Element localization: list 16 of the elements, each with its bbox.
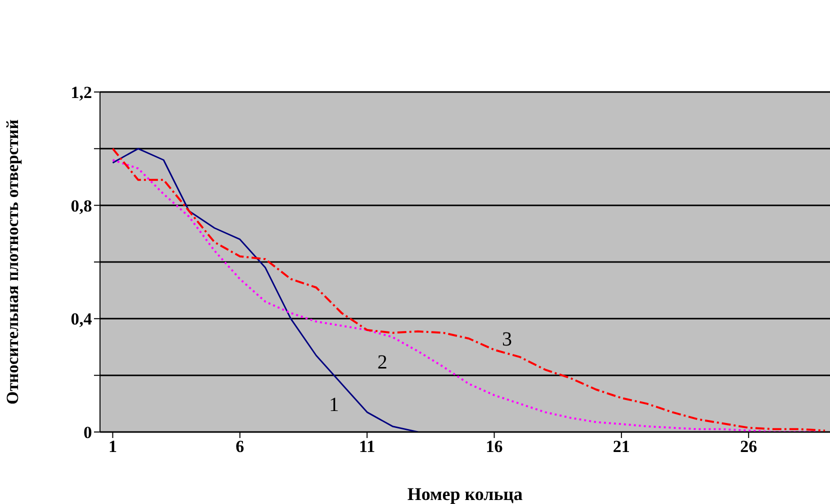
x-axis-title: Номер кольца (407, 484, 523, 504)
x-tick-label: 16 (486, 437, 503, 456)
y-tick-label: 0,8 (70, 196, 92, 216)
y-tick-label: 1,2 (70, 83, 92, 102)
x-tick-label: 1 (108, 437, 117, 456)
series-label: 3 (502, 328, 512, 351)
y-tick-label: 0,4 (70, 310, 92, 329)
line-series (112, 148, 419, 432)
series-label: 1 (329, 394, 340, 416)
y-tick-label: 0 (84, 423, 92, 442)
x-tick-label: 11 (359, 437, 376, 456)
x-tick-label: 21 (612, 437, 630, 456)
y-axis-title: Относительная плотность отверстий (3, 119, 22, 405)
x-tick-label: 26 (740, 437, 758, 456)
x-tick-label: 6 (236, 437, 244, 456)
series-label: 2 (377, 351, 388, 374)
